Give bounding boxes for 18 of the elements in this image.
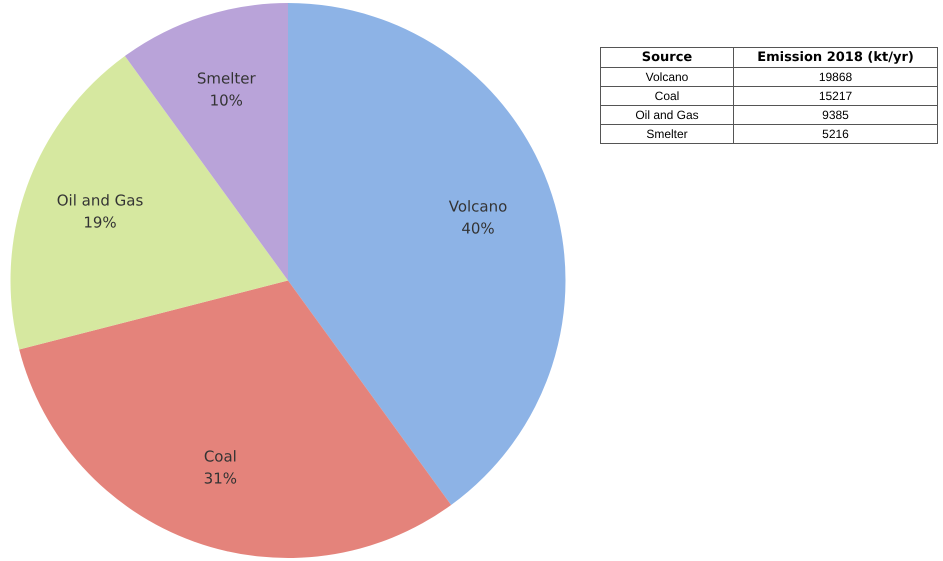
data-label: 19868 (734, 68, 938, 86)
data-label: 10% (210, 91, 243, 110)
category-label: Coal (600, 86, 734, 106)
text: Emission 2018 (kt/yr) (734, 48, 938, 68)
data-label: 5216 (734, 124, 938, 144)
data-label: 9385 (734, 106, 938, 124)
slice-label: Coal (204, 447, 237, 466)
slice-label: Smelter (196, 69, 256, 88)
category-label: Volcano (600, 68, 734, 86)
category-label: Oil and Gas (600, 106, 734, 124)
slice-label: Oil and Gas (56, 192, 144, 210)
data-label: 40% (461, 220, 495, 238)
data-label: 31% (204, 469, 237, 488)
category-label: Smelter (600, 124, 734, 144)
text: Source (600, 48, 734, 68)
data-label: 19% (83, 214, 117, 232)
data-label: 15217 (734, 86, 938, 106)
slice-label: Volcano (448, 198, 508, 216)
